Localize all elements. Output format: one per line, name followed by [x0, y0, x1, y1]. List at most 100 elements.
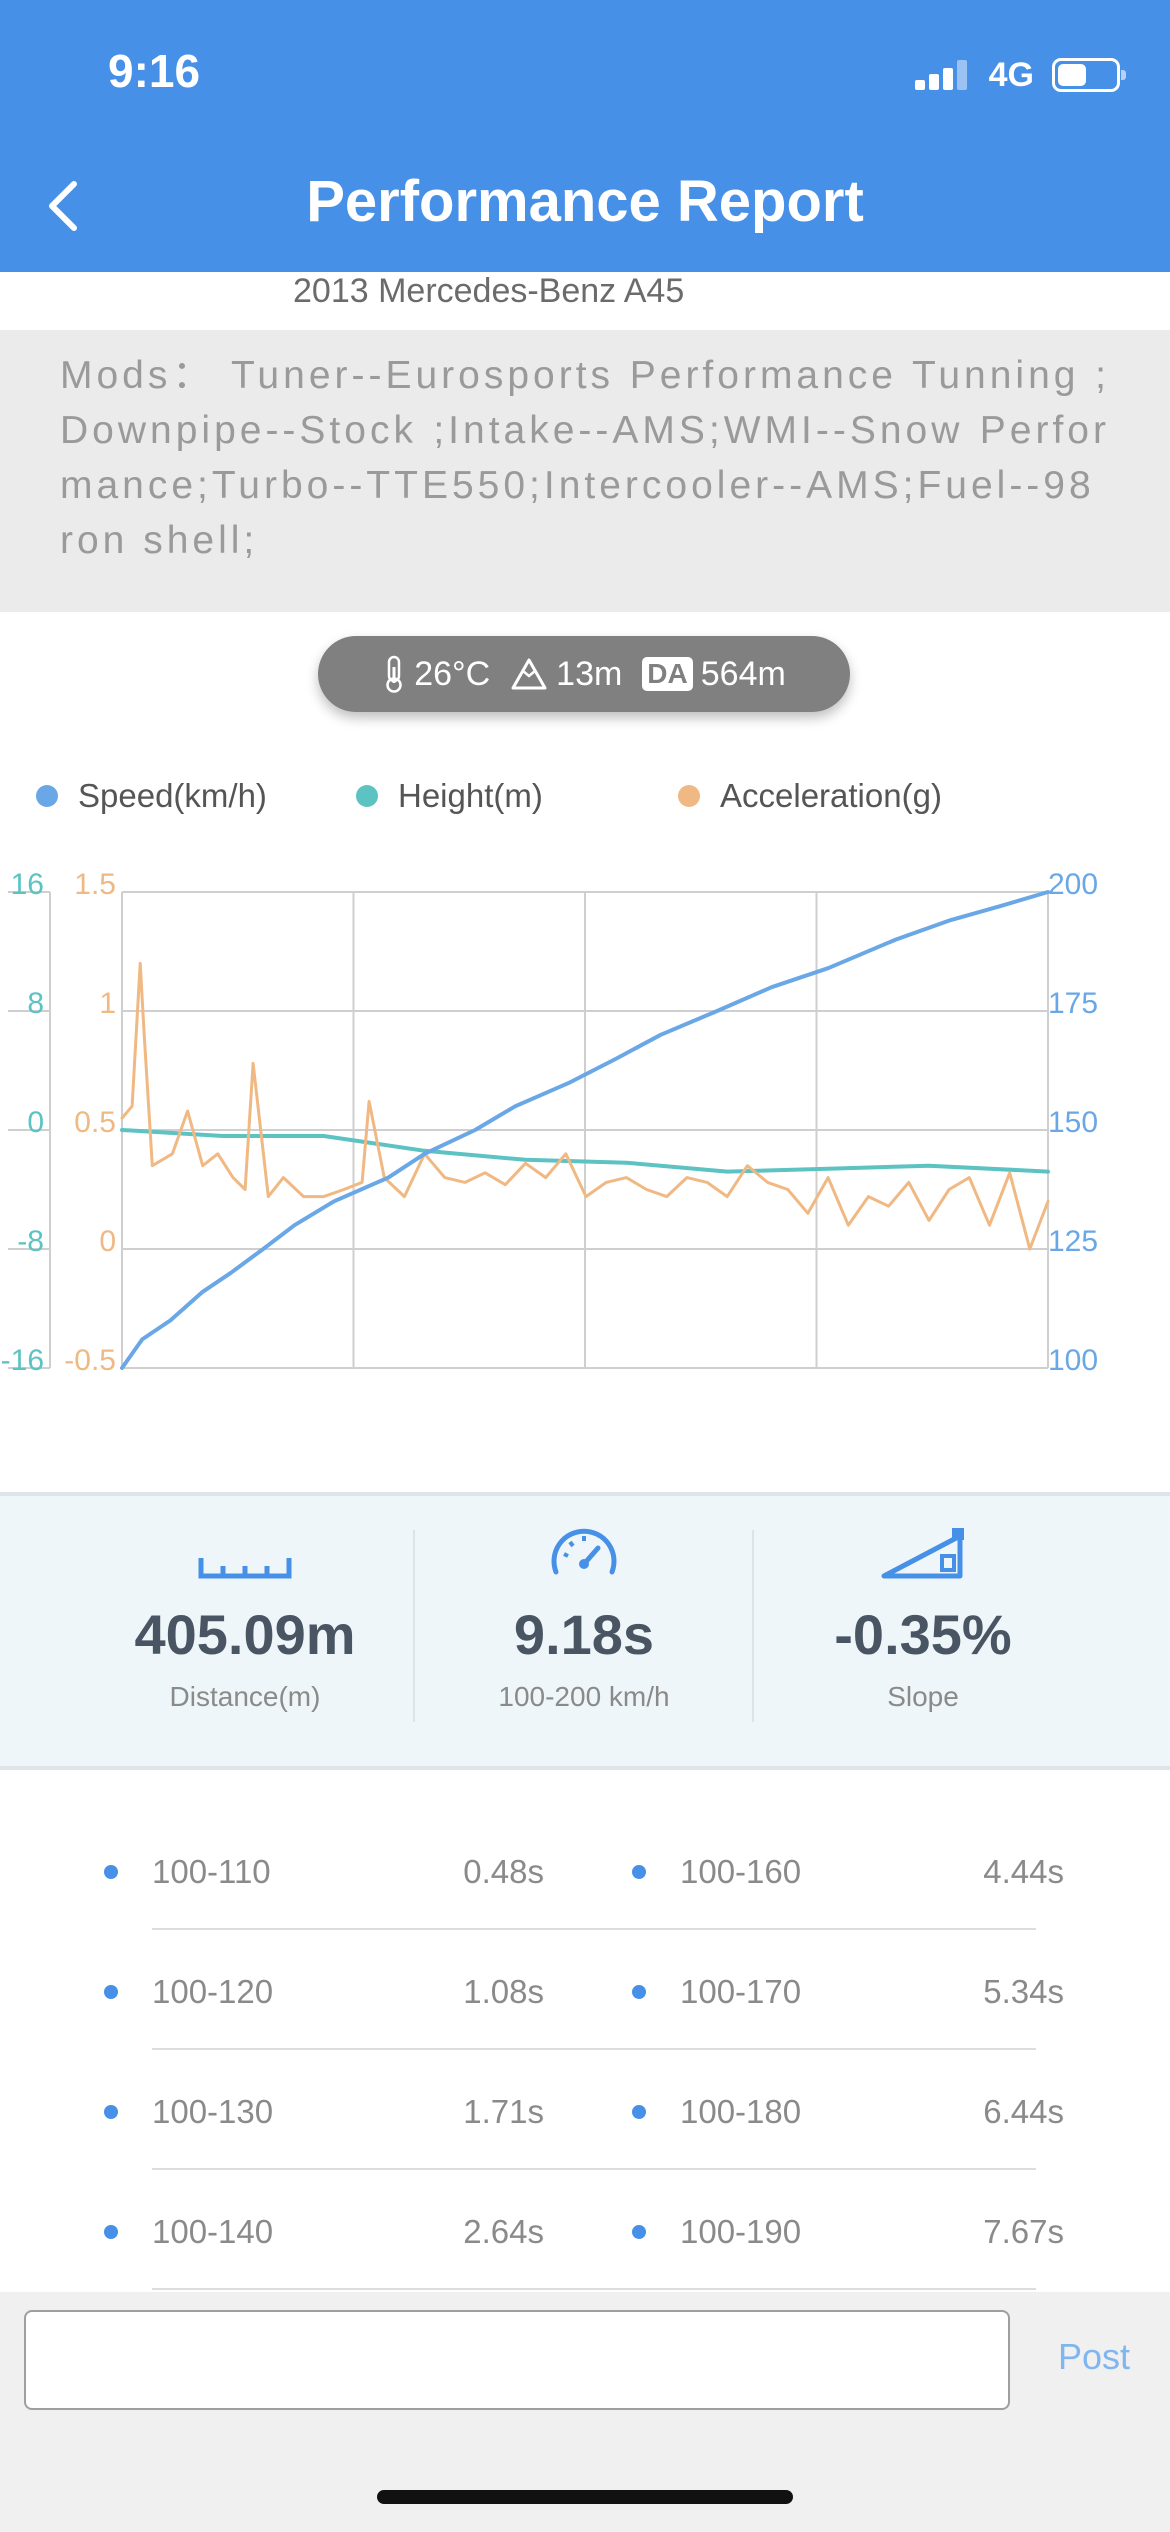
split-time: 2.64s: [463, 2213, 544, 2250]
bullet-icon: [104, 1985, 118, 1999]
chart-grid: [8, 891, 1049, 1369]
slope-value: -0.35%: [834, 1603, 1012, 1666]
split-range: 100-130: [152, 2093, 274, 2130]
height-tick-label: 16: [11, 868, 44, 901]
height-tick-label: -8: [17, 1225, 44, 1258]
speed-tick-label: 175: [1048, 987, 1098, 1020]
page-title: Performance Report: [306, 169, 864, 234]
back-button[interactable]: [36, 176, 96, 236]
bullet-icon: [632, 2225, 646, 2239]
slope-icon: [881, 1528, 964, 1579]
height-tick-label: 0: [27, 1106, 44, 1139]
row-divider: [152, 2288, 1036, 2290]
bullet-icon: [104, 1865, 118, 1879]
series-speed-line: [120, 890, 1050, 1370]
acceleration-tick-label: 0.5: [74, 1106, 116, 1139]
stat-divider: [752, 1530, 754, 1722]
acceleration-tick-label: -0.5: [64, 1344, 116, 1377]
app-header: [0, 0, 1170, 272]
legend-acceleration-dot: [678, 785, 700, 807]
speedometer-icon: [551, 1528, 617, 1575]
legend-speed: Speed(km/h): [36, 776, 267, 816]
ruler-icon: [198, 1558, 292, 1579]
row-divider: [152, 2048, 1036, 2050]
split-time: 4.44s: [983, 1853, 1064, 1890]
status-indicators: 4G: [914, 50, 1126, 100]
split-item: 100-130 1.71s: [104, 2052, 544, 2172]
mods-panel: [0, 330, 1170, 612]
slope-label: Slope: [887, 1681, 959, 1712]
thermometer-icon: [386, 655, 402, 693]
split-range: 100-110: [152, 1853, 271, 1890]
conditions-pill: 26°C 13m DA 564m: [318, 636, 850, 712]
stat-distance: 405.09m Distance(m): [75, 1522, 415, 1713]
distance-value: 405.09m: [134, 1603, 356, 1666]
bullet-icon: [104, 2225, 118, 2239]
post-button[interactable]: Post: [1058, 2336, 1131, 2377]
split-time: 5.34s: [983, 1973, 1064, 2010]
time-label: 100-200 km/h: [498, 1681, 670, 1712]
legend-height-dot: [356, 785, 378, 807]
split-time: 6.44s: [983, 2093, 1064, 2130]
acceleration-tick-label: 1.5: [74, 868, 116, 901]
bullet-icon: [632, 2105, 646, 2119]
split-time: 0.48s: [463, 1853, 544, 1890]
speed-tick-label: 125: [1048, 1225, 1098, 1258]
status-time: 9:16: [108, 45, 201, 97]
split-item: 100-110 0.48s: [104, 1812, 544, 1932]
stat-divider: [413, 1530, 415, 1722]
chart-series: [120, 890, 1050, 1370]
legend-speed-dot: [36, 785, 58, 807]
bullet-icon: [632, 1865, 646, 1879]
car-name: 2013 Mercedes-Benz A45: [293, 272, 685, 310]
time-value: 9.18s: [513, 1603, 655, 1666]
split-item: 100-120 1.08s: [104, 1932, 544, 2052]
temperature-value: 26°C: [414, 654, 491, 693]
series-acceleration-line: [120, 961, 1050, 1251]
comment-input[interactable]: [24, 2310, 1010, 2410]
acceleration-tick-label: 0: [99, 1225, 116, 1258]
series-height-line: [120, 1128, 1050, 1174]
distance-label: Distance(m): [169, 1681, 321, 1712]
density-altitude-value: 564m: [700, 654, 786, 693]
network-label: 4G: [988, 55, 1034, 94]
split-range: 100-160: [680, 1853, 802, 1890]
chart-tick-labels: 16 8 0 -8 -16 1.5 1 0.5 0 -0.5 200 175 150 125 100: [1, 868, 1098, 1377]
split-time: 1.08s: [463, 1973, 544, 2010]
speed-tick-label: 200: [1048, 868, 1098, 901]
height-tick-label: -16: [1, 1344, 44, 1377]
battery-icon: [1052, 58, 1126, 92]
split-item: 100-180 6.44s: [632, 2052, 1064, 2172]
row-divider: [152, 1928, 1036, 1930]
split-range: 100-180: [680, 2093, 802, 2130]
bullet-icon: [632, 1985, 646, 1999]
split-range: 100-120: [152, 1973, 274, 2010]
split-item: 100-160 4.44s: [632, 1812, 1064, 1932]
split-range: 100-140: [152, 2213, 274, 2250]
chevron-left-icon: [49, 181, 77, 231]
legend-height-label: Height(m): [398, 777, 543, 814]
mountain-icon: [511, 658, 547, 690]
split-time: 7.67s: [983, 2213, 1064, 2250]
split-range: 100-170: [680, 1973, 802, 2010]
mods-text: Mods： Tuner--Eurosports Performance Tunn…: [60, 354, 1110, 562]
acceleration-tick-label: 1: [99, 987, 116, 1020]
stat-slope: -0.35% Slope: [753, 1522, 1093, 1713]
speed-tick-label: 100: [1048, 1344, 1098, 1377]
bullet-icon: [104, 2105, 118, 2119]
performance-chart: 16 8 0 -8 -16 1.5 1 0.5 0 -0.5 200 175 150 125 100: [1, 868, 1098, 1377]
row-divider: [152, 2168, 1036, 2170]
altitude-value: 13m: [556, 654, 623, 693]
split-item: 100-170 5.34s: [632, 1932, 1064, 2052]
split-item: 100-190 7.67s: [632, 2172, 1064, 2292]
speed-tick-label: 150: [1048, 1106, 1098, 1139]
legend-height: Height(m): [356, 776, 543, 816]
stat-time: 9.18s 100-200 km/h: [414, 1522, 754, 1713]
signal-icon: [914, 60, 971, 90]
split-range: 100-190: [680, 2213, 802, 2250]
legend-speed-label: Speed(km/h): [78, 777, 267, 814]
height-tick-label: 8: [27, 987, 44, 1020]
density-altitude-badge: DA: [642, 657, 693, 691]
home-indicator: [377, 2490, 793, 2504]
legend-acceleration: Acceleration(g): [678, 776, 942, 816]
